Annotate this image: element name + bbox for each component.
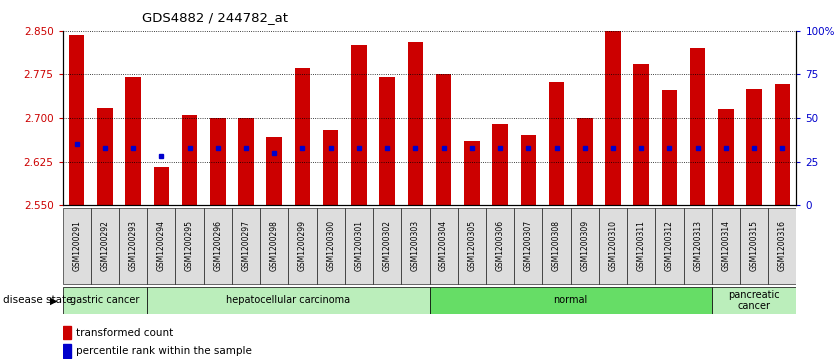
Text: GSM1200294: GSM1200294 xyxy=(157,220,166,272)
Bar xyxy=(711,208,740,284)
Bar xyxy=(401,208,430,284)
Bar xyxy=(542,208,570,284)
Text: GSM1200314: GSM1200314 xyxy=(721,220,731,272)
Bar xyxy=(182,115,198,205)
Bar xyxy=(317,208,344,284)
Text: GSM1200306: GSM1200306 xyxy=(495,220,505,272)
Bar xyxy=(63,287,148,314)
Bar xyxy=(458,208,486,284)
Bar xyxy=(63,326,71,339)
Text: GSM1200302: GSM1200302 xyxy=(383,220,392,272)
Bar xyxy=(661,90,677,205)
Text: GSM1200301: GSM1200301 xyxy=(354,220,364,272)
Text: GSM1200313: GSM1200313 xyxy=(693,220,702,272)
Bar xyxy=(690,48,706,205)
Text: GSM1200292: GSM1200292 xyxy=(100,220,109,272)
Text: hepatocellular carcinoma: hepatocellular carcinoma xyxy=(226,295,350,305)
Bar xyxy=(746,89,762,205)
Text: GDS4882 / 244782_at: GDS4882 / 244782_at xyxy=(142,11,288,24)
Text: GSM1200315: GSM1200315 xyxy=(750,220,759,272)
Bar xyxy=(153,167,169,205)
Text: GSM1200316: GSM1200316 xyxy=(778,220,786,272)
Bar xyxy=(408,42,423,205)
Bar xyxy=(69,35,84,205)
Text: GSM1200291: GSM1200291 xyxy=(73,220,81,272)
Text: transformed count: transformed count xyxy=(76,327,173,338)
Bar xyxy=(634,64,649,205)
Bar xyxy=(718,109,734,205)
Text: GSM1200293: GSM1200293 xyxy=(128,220,138,272)
Bar xyxy=(373,208,401,284)
Bar xyxy=(492,124,508,205)
Bar xyxy=(294,68,310,205)
Bar xyxy=(486,208,515,284)
Bar xyxy=(148,287,430,314)
Text: GSM1200299: GSM1200299 xyxy=(298,220,307,272)
Bar xyxy=(515,208,542,284)
Bar xyxy=(267,136,282,205)
Bar xyxy=(379,77,395,205)
Bar xyxy=(768,208,796,284)
Bar xyxy=(289,208,317,284)
Bar xyxy=(549,82,565,205)
Text: ▶: ▶ xyxy=(50,295,58,305)
Text: GSM1200297: GSM1200297 xyxy=(242,220,250,272)
Bar xyxy=(260,208,289,284)
Bar xyxy=(323,130,339,205)
Bar xyxy=(627,208,656,284)
Bar xyxy=(119,208,148,284)
Text: disease state: disease state xyxy=(3,295,72,305)
Text: GSM1200310: GSM1200310 xyxy=(609,220,617,272)
Text: GSM1200307: GSM1200307 xyxy=(524,220,533,272)
Text: GSM1200303: GSM1200303 xyxy=(411,220,420,272)
Text: percentile rank within the sample: percentile rank within the sample xyxy=(76,346,252,356)
Bar xyxy=(520,135,536,205)
Bar xyxy=(63,208,91,284)
Bar xyxy=(344,208,373,284)
Bar xyxy=(203,208,232,284)
Text: gastric cancer: gastric cancer xyxy=(70,295,139,305)
Bar xyxy=(436,74,451,205)
Bar xyxy=(605,28,620,205)
Text: GSM1200311: GSM1200311 xyxy=(636,220,646,272)
Bar xyxy=(148,208,175,284)
Bar xyxy=(656,208,684,284)
Bar xyxy=(210,118,225,205)
Text: GSM1200296: GSM1200296 xyxy=(214,220,223,272)
Text: GSM1200308: GSM1200308 xyxy=(552,220,561,272)
Bar xyxy=(351,45,367,205)
Bar xyxy=(97,107,113,205)
Bar xyxy=(91,208,119,284)
Bar xyxy=(125,77,141,205)
Text: GSM1200304: GSM1200304 xyxy=(440,220,448,272)
Bar xyxy=(239,118,254,205)
Text: pancreatic
cancer: pancreatic cancer xyxy=(728,290,780,311)
Text: GSM1200309: GSM1200309 xyxy=(580,220,590,272)
Bar xyxy=(740,208,768,284)
Bar xyxy=(684,208,711,284)
Text: GSM1200312: GSM1200312 xyxy=(665,220,674,272)
Text: GSM1200305: GSM1200305 xyxy=(467,220,476,272)
Bar xyxy=(570,208,599,284)
Bar xyxy=(599,208,627,284)
Bar xyxy=(175,208,203,284)
Bar xyxy=(711,287,796,314)
Bar xyxy=(232,208,260,284)
Text: GSM1200298: GSM1200298 xyxy=(269,220,279,272)
Bar xyxy=(63,344,71,358)
Bar xyxy=(464,141,480,205)
Text: GSM1200300: GSM1200300 xyxy=(326,220,335,272)
Bar xyxy=(430,208,458,284)
Text: GSM1200295: GSM1200295 xyxy=(185,220,194,272)
Text: normal: normal xyxy=(554,295,588,305)
Bar xyxy=(577,118,592,205)
Bar xyxy=(775,84,790,205)
Bar xyxy=(430,287,711,314)
